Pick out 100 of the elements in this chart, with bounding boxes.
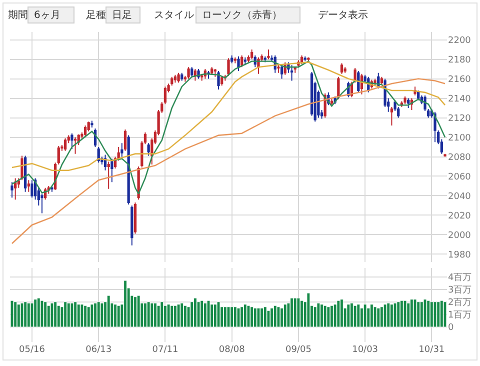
bar [64,302,67,328]
candlestick [277,64,280,74]
text: ローソク（赤青） [202,9,282,21]
y-tick-label: 0 [448,323,454,334]
bar [323,305,327,328]
candlestick [147,142,150,156]
text: 日足 [112,10,132,21]
bar [430,302,434,328]
bar [150,302,154,328]
candlestick [30,180,34,198]
bar [340,299,344,328]
bar [296,298,300,328]
bar [236,308,240,328]
bar [300,300,304,328]
bar [10,300,14,328]
bar [284,304,287,328]
bar [124,280,127,328]
candlestick [174,74,177,84]
bar [170,305,174,328]
y-tick-label: 2020 [448,211,472,222]
y-tick-label: 2120 [448,114,472,124]
candlestick [267,49,270,60]
candlestick [200,73,204,82]
candlestick [444,153,446,158]
candlestick [27,180,30,192]
bar [406,302,410,328]
bar [50,302,54,328]
candlestick [344,66,346,74]
candlestick [74,136,77,154]
bar [403,300,407,328]
bar [57,305,60,328]
x-tick-label: 05/16 [19,345,46,355]
candlestick [84,125,87,138]
bar [366,308,370,328]
candlestick [130,204,134,246]
bar [224,306,227,328]
candlestick [207,70,210,80]
bar [440,300,444,328]
candlestick [407,98,410,109]
candlestick [134,202,137,234]
bar [134,296,137,328]
bar [320,304,324,328]
bar [410,299,414,328]
bar [154,302,157,328]
line-series [11,60,446,194]
y-tick-label: 2200 [448,36,472,46]
candlestick [217,70,220,90]
bar [176,304,180,328]
candlestick [340,62,344,74]
candlestick [237,56,240,72]
y-tick-label: 2040 [448,192,472,202]
candlestick [70,132,74,150]
bar [214,304,217,328]
candlestick [307,56,310,63]
x-tick-label: 10/31 [418,345,445,355]
bar [190,302,194,328]
bar [240,306,244,328]
bar [264,306,267,328]
bar [386,302,390,328]
bar [114,304,117,328]
bar [77,304,80,328]
bar [290,298,294,328]
candlestick [190,66,194,78]
bar [250,306,254,328]
candlestick [107,161,110,190]
candlestick [294,66,296,74]
y-tick-label: 2180 [448,55,472,66]
candlestick [280,64,284,80]
bar [194,298,197,328]
candlestick [390,106,394,126]
bar [306,292,310,328]
bar [363,304,367,328]
bar [94,302,97,328]
bar [356,304,360,328]
y-tick-label: 1980 [448,250,472,260]
candlestick [50,185,54,192]
bar [84,305,87,328]
bar [106,295,110,328]
candlestick [220,75,224,86]
candlestick [110,158,114,183]
bar [390,304,394,328]
y-tick-label: 2160 [448,74,472,85]
bar [316,302,320,328]
bar [234,306,237,328]
line-series [11,78,446,244]
bar [206,300,210,328]
candlestick [124,128,127,152]
bar [373,306,377,328]
bar [376,308,380,328]
bar [86,306,90,328]
text: 6ヶ月 [34,10,60,21]
x-tick-label: 07/11 [152,345,178,355]
bar [266,310,270,328]
candlestick [20,155,24,181]
bar [70,302,74,328]
candlestick [177,72,180,84]
bar [196,302,200,328]
y-tick-label: 2080 [448,152,472,163]
bar [380,306,384,328]
bar [47,305,50,328]
